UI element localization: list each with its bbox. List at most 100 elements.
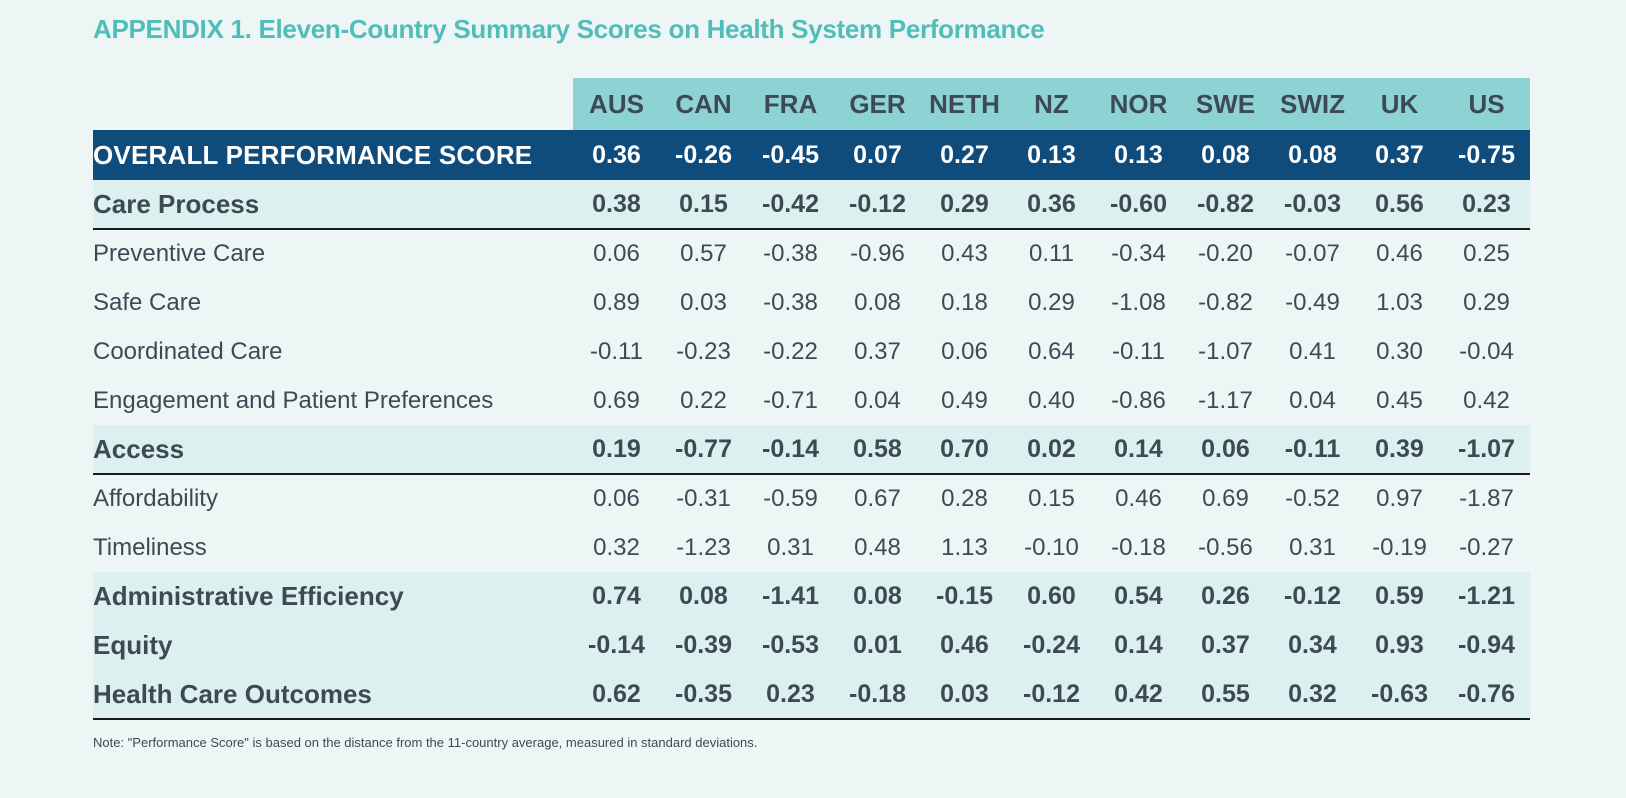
- score-cell-nor: -0.18: [1111, 533, 1166, 561]
- country-header-us: US: [1443, 78, 1530, 130]
- country-header-uk: UK: [1356, 78, 1443, 130]
- score-cell-uk: 0.46: [1376, 240, 1423, 267]
- preventive-care-row: Preventive Care 0.06 0.57 -0.38 -0.96 0.43 0.…: [93, 229, 1530, 278]
- country-header-row: AUS CAN FRA GER NETH NZ NOR SWE SWIZ UK …: [93, 78, 1530, 130]
- score-cell-nor: 0.14: [1095, 425, 1182, 475]
- score-cell-nz: 0.36: [1008, 180, 1095, 230]
- score-cell-ger: 0.07: [853, 140, 902, 169]
- score-cell-swe: -0.82: [1198, 288, 1253, 316]
- score-cell-swiz: -0.07: [1285, 240, 1340, 267]
- score-cell-us: -0.94: [1458, 631, 1515, 659]
- care-process-row: Care Process 0.38 0.15 -0.42 -0.12 0.29 0.36-…: [93, 180, 1530, 230]
- overall-score-row: OVERALL PERFORMANCE SCORE 0.36 -0.26 -0.45…: [93, 130, 1530, 180]
- score-cell-ger: 0.08: [853, 582, 902, 610]
- row-label: Administrative Efficiency: [93, 581, 404, 611]
- score-cell-neth: 0.29: [921, 180, 1008, 230]
- score-cell-fra: -0.45: [762, 140, 819, 169]
- score-cell-swiz: 0.32: [1269, 670, 1356, 720]
- score-cell-ger: 0.48: [854, 533, 901, 561]
- score-cell-nor: -0.60: [1095, 180, 1182, 230]
- score-cell-fra: -0.14: [747, 425, 834, 475]
- score-cell-fra: 0.23: [747, 670, 834, 720]
- score-cell-swiz: 0.41: [1289, 337, 1336, 365]
- country-header-aus: AUS: [573, 78, 660, 130]
- score-cell-can: 0.22: [680, 386, 727, 414]
- score-cell-nz: 0.29: [1028, 288, 1075, 316]
- score-cell-can: -0.35: [660, 670, 747, 720]
- score-cell-uk: -0.63: [1356, 670, 1443, 720]
- row-label: Preventive Care: [93, 240, 266, 267]
- score-cell-us: 0.42: [1463, 386, 1510, 414]
- score-cell-can: -0.23: [676, 337, 731, 365]
- score-cell-fra: 0.31: [767, 533, 814, 561]
- score-cell-neth: 0.46: [940, 631, 989, 659]
- score-cell-uk: 0.97: [1376, 485, 1423, 512]
- score-cell-neth: 0.70: [921, 425, 1008, 475]
- score-cell-aus: -0.11: [590, 337, 643, 365]
- score-cell-fra: -0.71: [763, 386, 818, 414]
- score-cell-fra: -0.22: [763, 337, 818, 365]
- score-cell-fra: -0.38: [763, 240, 818, 267]
- score-cell-can: 0.03: [680, 288, 727, 316]
- row-label: Access: [93, 425, 573, 475]
- score-cell-can: -0.31: [676, 485, 731, 512]
- row-label: Safe Care: [93, 288, 202, 316]
- table-note: Note: "Performance Score" is based on th…: [93, 735, 758, 750]
- score-cell-neth: 0.27: [940, 140, 989, 169]
- country-header-fra: FRA: [747, 78, 834, 130]
- score-cell-swiz: 0.04: [1289, 386, 1336, 414]
- score-cell-uk: -0.19: [1372, 533, 1427, 561]
- score-cell-nz: 0.13: [1027, 140, 1076, 169]
- score-cell-us: -0.04: [1459, 337, 1514, 365]
- score-cell-nor: 0.42: [1095, 670, 1182, 720]
- score-cell-can: -1.23: [676, 533, 731, 561]
- score-cell-neth: 0.18: [941, 288, 988, 316]
- row-label: OVERALL PERFORMANCE SCORE: [93, 139, 533, 170]
- country-header-neth: NETH: [921, 78, 1008, 130]
- score-cell-nor: -0.86: [1111, 386, 1166, 414]
- score-cell-us: -1.21: [1458, 582, 1515, 610]
- score-cell-aus: 0.06: [593, 485, 640, 512]
- score-cell-can: -0.39: [675, 631, 732, 659]
- score-cell-nz: 0.11: [1029, 240, 1074, 267]
- score-cell-swe: 0.08: [1201, 140, 1250, 169]
- score-cell-aus: 0.06: [593, 240, 640, 267]
- score-cell-fra: -0.38: [763, 288, 818, 316]
- score-cell-ger: 0.01: [853, 631, 902, 659]
- score-cell-nor: 0.54: [1114, 582, 1163, 610]
- score-cell-swe: -1.07: [1198, 337, 1253, 365]
- score-cell-nz: -0.10: [1024, 533, 1079, 561]
- score-cell-us: -1.87: [1459, 485, 1514, 512]
- row-label: Affordability: [93, 485, 218, 512]
- score-cell-neth: 0.49: [941, 386, 988, 414]
- score-cell-uk: 0.37: [1375, 140, 1424, 169]
- score-cell-swe: -0.56: [1198, 533, 1253, 561]
- score-cell-nor: 0.46: [1115, 485, 1162, 512]
- score-cell-can: 0.57: [680, 240, 727, 267]
- country-header-swiz: SWIZ: [1269, 78, 1356, 130]
- score-cell-fra: -0.42: [747, 180, 834, 230]
- score-cell-fra: -1.41: [762, 582, 819, 610]
- administrative-efficiency-row: Administrative Efficiency 0.74 0.08 -1.41 0…: [93, 572, 1530, 621]
- scores-table: AUS CAN FRA GER NETH NZ NOR SWE SWIZ UK …: [93, 78, 1530, 720]
- score-cell-aus: 0.38: [573, 180, 660, 230]
- score-cell-swiz: 0.08: [1288, 140, 1337, 169]
- score-cell-aus: -0.14: [588, 631, 645, 659]
- score-cell-nz: 0.40: [1028, 386, 1075, 414]
- row-label: Equity: [93, 630, 173, 660]
- score-cell-nor: 0.14: [1114, 631, 1163, 659]
- score-cell-can: 0.15: [660, 180, 747, 230]
- access-row: Access 0.19 -0.77 -0.14 0.58 0.70 0.02 0.14 0.0…: [93, 425, 1530, 475]
- country-header-can: CAN: [660, 78, 747, 130]
- score-cell-uk: 0.93: [1375, 631, 1424, 659]
- score-cell-fra: -0.53: [762, 631, 819, 659]
- score-cell-aus: 0.69: [593, 386, 640, 414]
- score-cell-can: -0.77: [660, 425, 747, 475]
- score-cell-us: -0.76: [1443, 670, 1530, 720]
- score-cell-us: -0.27: [1459, 533, 1514, 561]
- score-cell-swiz: -0.52: [1285, 485, 1340, 512]
- score-cell-ger: 0.58: [834, 425, 921, 475]
- score-cell-uk: 0.30: [1376, 337, 1423, 365]
- country-header-nz: NZ: [1008, 78, 1095, 130]
- score-cell-neth: 0.06: [941, 337, 988, 365]
